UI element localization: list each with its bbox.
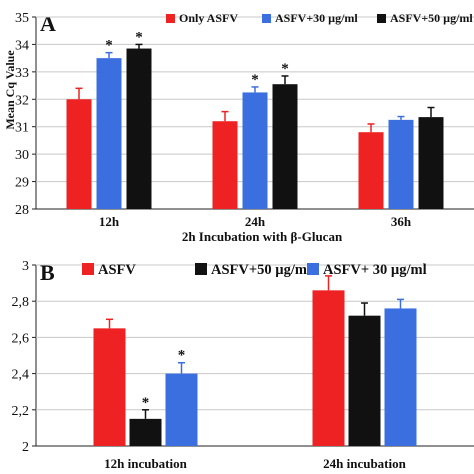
panel-b-y-tick-label: 2	[22, 440, 29, 455]
panel-a-legend-label: Only ASFV	[179, 11, 238, 25]
panel-a-legend-swatch	[166, 14, 175, 23]
panel-a-legend-swatch	[262, 14, 271, 23]
panel-b: B ** 22,22,42,62,83 12h incubation 24h in…	[12, 259, 474, 471]
panel-a-bar	[242, 92, 268, 209]
panel-a-significance-marker: *	[105, 38, 113, 54]
panel-b-x-categories: 12h incubation 24h incubation	[104, 456, 406, 471]
panel-b-bar	[312, 290, 345, 446]
panel-a-x-category-label: 12h	[99, 214, 120, 229]
panel-a-bar	[272, 84, 298, 209]
panel-a-y-tick-label: 31	[15, 121, 29, 136]
panel-b-legend-swatch	[82, 263, 94, 275]
panel-a-significance-marker: *	[135, 29, 143, 45]
panel-b-bar	[348, 315, 381, 446]
panel-b-legend-label: ASFV+50 µg/ml	[211, 262, 311, 278]
panel-a-x-categories: 12h 24h 36h	[99, 214, 412, 229]
panel-a-x-category-label: 24h	[245, 214, 266, 229]
panel-a-legend-label: ASFV+50 µg/ml	[390, 11, 473, 25]
panel-a-bar	[212, 121, 238, 209]
panel-a-bar	[388, 119, 414, 209]
panel-a-y-tick-label: 28	[15, 203, 29, 218]
panel-a-y-axis-title: Mean Cq Value	[3, 50, 17, 130]
panel-a: A Mean Cq Value * * * * 28 29 30 31 32 33 34 35 12…	[3, 11, 474, 244]
panel-a-y-ticks: 28 29 30 31 32 33 34 35	[15, 11, 36, 218]
panel-b-y-tick-label: 2,4	[12, 368, 30, 383]
panel-b-y-tick-label: 2,8	[12, 295, 30, 310]
panel-b-y-tick-label: 2,2	[12, 404, 30, 419]
panel-a-y-tick-label: 30	[15, 148, 29, 163]
panel-b-y-ticks: 2 2,2 2,4 2,6 2,8 3	[12, 259, 36, 455]
panel-a-bar	[418, 117, 444, 209]
panel-a-x-category-label: 36h	[391, 214, 412, 229]
panel-a-bar	[358, 132, 384, 209]
panel-b-y-tick-label: 3	[22, 259, 29, 274]
panel-a-significance-marker: *	[281, 61, 289, 77]
panel-b-legend-label: ASFV	[98, 262, 136, 278]
panel-a-bar	[126, 48, 152, 209]
panel-b-bar	[93, 328, 126, 446]
panel-a-bars: * * * *	[66, 29, 444, 210]
panel-a-y-tick-label: 34	[15, 38, 29, 53]
panel-b-legend-swatch	[195, 263, 207, 275]
panel-b-bar	[129, 418, 162, 446]
panel-b-legend: ASFV ASFV+50 µg/ml ASFV+ 30 µg/ml	[82, 262, 427, 278]
panel-b-x-category-label: 12h incubation	[104, 456, 187, 471]
panel-b-legend-label: ASFV+ 30 µg/ml	[323, 262, 427, 278]
panel-a-bar	[96, 58, 122, 210]
panel-a-y-tick-label: 33	[15, 66, 29, 81]
panel-a-legend-swatch	[377, 14, 386, 23]
panel-a-legend-label: ASFV+30 µg/ml	[275, 11, 358, 25]
panel-b-significance-marker: *	[142, 395, 150, 411]
panel-a-bar	[66, 99, 92, 209]
panel-b-bar	[384, 308, 417, 446]
panel-b-significance-marker: *	[178, 348, 186, 364]
panel-a-y-tick-label: 35	[15, 11, 29, 26]
panel-a-y-tick-label: 32	[15, 93, 29, 108]
panel-a-x-axis-title: 2h Incubation with β-Glucan	[182, 229, 343, 244]
panel-b-y-tick-label: 2,6	[12, 331, 30, 346]
panel-a-letter: A	[40, 11, 56, 36]
panel-b-letter: B	[40, 260, 55, 285]
panel-b-bar	[165, 373, 198, 446]
panel-b-bars: **	[93, 275, 417, 446]
panel-a-significance-marker: *	[251, 72, 259, 88]
panel-a-y-tick-label: 29	[15, 176, 29, 191]
panel-a-legend: Only ASFV ASFV+30 µg/ml ASFV+50 µg/ml	[166, 11, 473, 25]
panel-b-legend-swatch	[307, 263, 319, 275]
panel-b-x-category-label: 24h incubation	[323, 456, 406, 471]
